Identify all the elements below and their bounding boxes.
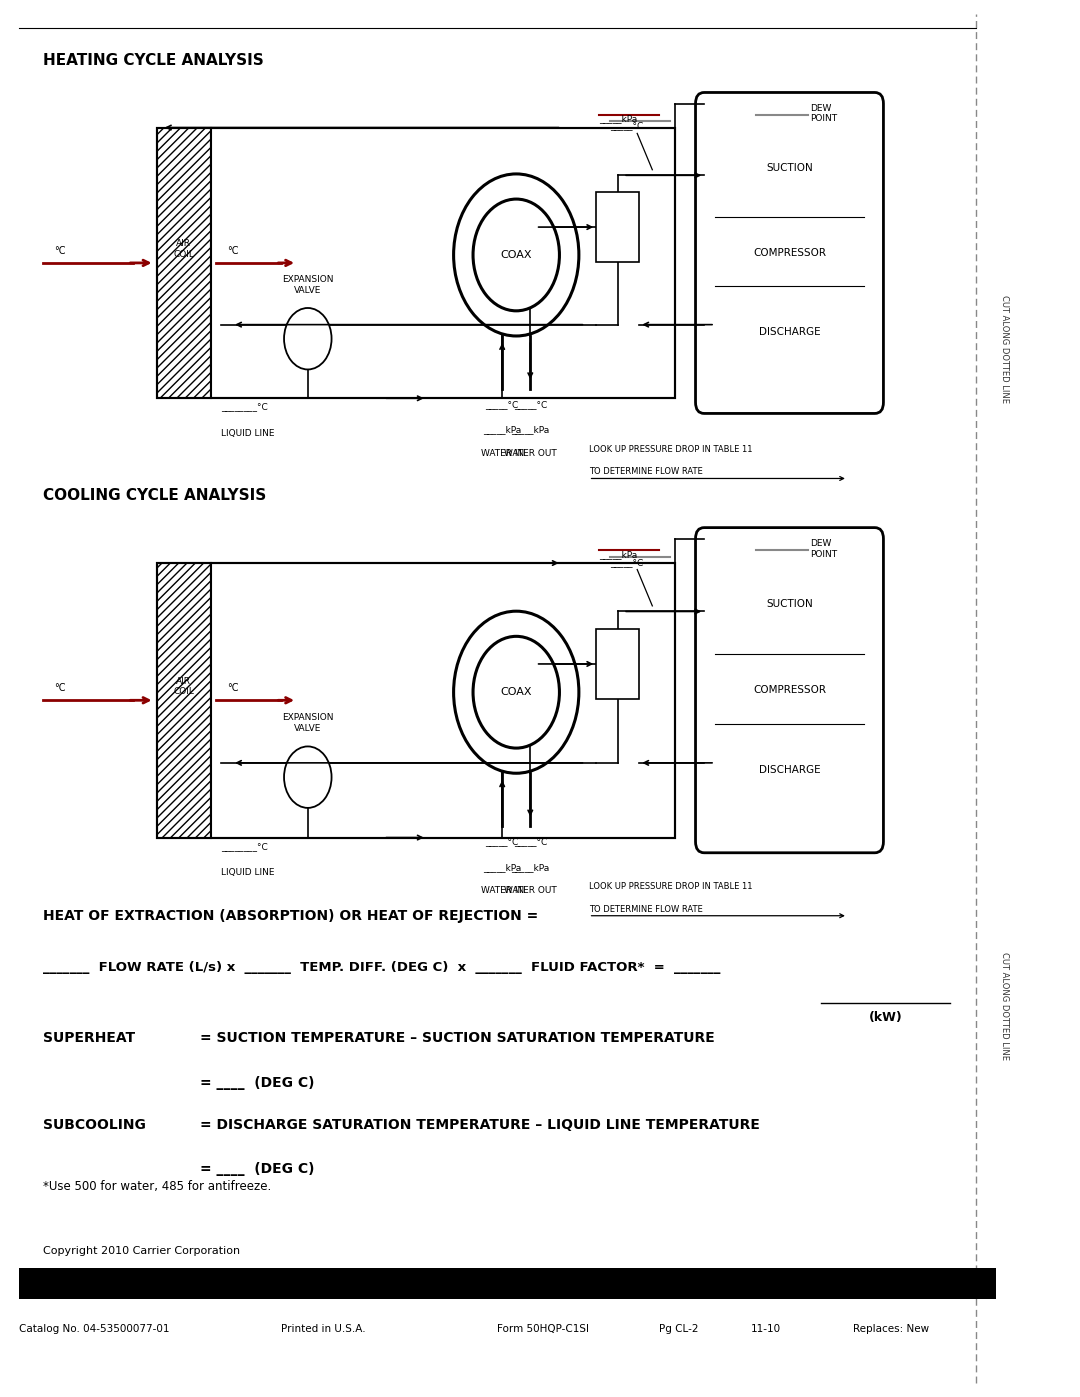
Bar xyxy=(211,563,675,838)
Text: DEW
POINT: DEW POINT xyxy=(810,539,837,559)
Text: _____kPa: _____kPa xyxy=(511,426,550,434)
Text: TO DETERMINE FLOW RATE: TO DETERMINE FLOW RATE xyxy=(589,905,702,914)
Circle shape xyxy=(284,307,332,369)
FancyBboxPatch shape xyxy=(696,92,883,414)
Bar xyxy=(157,563,675,838)
Text: _____kPa: _____kPa xyxy=(511,863,550,872)
Text: Copyright 2010 Carrier Corporation: Copyright 2010 Carrier Corporation xyxy=(43,1246,241,1256)
Text: AIR
COIL: AIR COIL xyxy=(173,676,194,696)
Bar xyxy=(157,127,675,398)
Text: Replaces: New: Replaces: New xyxy=(853,1324,929,1334)
Text: SUPERHEAT: SUPERHEAT xyxy=(43,1031,135,1045)
Text: WATER IN: WATER IN xyxy=(481,450,524,458)
Text: TO DETERMINE FLOW RATE: TO DETERMINE FLOW RATE xyxy=(589,468,702,476)
Text: _______  FLOW RATE (L/s) x  _______  TEMP. DIFF. (DEG C)  x  _______  FLUID FACT: _______ FLOW RATE (L/s) x _______ TEMP. … xyxy=(43,961,720,974)
Text: = DISCHARGE SATURATION TEMPERATURE – LIQUID LINE TEMPERATURE: = DISCHARGE SATURATION TEMPERATURE – LIQ… xyxy=(200,1118,759,1132)
Text: LIQUID LINE: LIQUID LINE xyxy=(221,429,275,439)
Text: _____°C: _____°C xyxy=(610,557,644,567)
Text: COAX: COAX xyxy=(500,687,532,697)
Text: °C: °C xyxy=(54,683,66,693)
Bar xyxy=(596,193,639,263)
Bar xyxy=(157,563,211,838)
Text: CUT ALONG DOTTED LINE: CUT ALONG DOTTED LINE xyxy=(1000,951,1009,1060)
Text: Printed in U.S.A.: Printed in U.S.A. xyxy=(281,1324,365,1334)
Text: COMPRESSOR: COMPRESSOR xyxy=(753,685,826,696)
Text: EXPANSION
VALVE: EXPANSION VALVE xyxy=(282,275,334,295)
Text: °C: °C xyxy=(227,246,239,256)
Text: EXPANSION
VALVE: EXPANSION VALVE xyxy=(282,714,334,733)
Circle shape xyxy=(454,612,579,774)
Text: COOLING CYCLE ANALYSIS: COOLING CYCLE ANALYSIS xyxy=(43,488,267,503)
Text: LIQUID LINE: LIQUID LINE xyxy=(221,869,275,877)
Text: _____°C: _____°C xyxy=(514,838,546,847)
Text: Pg CL-2: Pg CL-2 xyxy=(659,1324,699,1334)
Text: SUCTION: SUCTION xyxy=(766,163,813,173)
Text: _____°C: _____°C xyxy=(610,122,644,130)
Text: HEAT OF EXTRACTION (ABSORPTION) OR HEAT OF REJECTION =: HEAT OF EXTRACTION (ABSORPTION) OR HEAT … xyxy=(43,909,539,923)
Text: Manufacturer reserves the right to discontinue, or change at any time, specifica: Manufacturer reserves the right to disco… xyxy=(150,1280,848,1288)
Text: WATER IN: WATER IN xyxy=(481,887,524,895)
Circle shape xyxy=(473,637,559,749)
Text: _____°C: _____°C xyxy=(486,838,518,847)
Circle shape xyxy=(473,200,559,312)
Text: CUT ALONG DOTTED LINE: CUT ALONG DOTTED LINE xyxy=(1000,295,1009,404)
Bar xyxy=(19,1268,996,1299)
Text: HEATING CYCLE ANALYSIS: HEATING CYCLE ANALYSIS xyxy=(43,53,264,68)
Text: DISCHARGE: DISCHARGE xyxy=(758,764,821,775)
Text: _____kPa: _____kPa xyxy=(483,863,522,872)
Text: Catalog No. 04-53500077-01: Catalog No. 04-53500077-01 xyxy=(19,1324,170,1334)
Text: WATER OUT: WATER OUT xyxy=(504,450,556,458)
Text: ________°C: ________°C xyxy=(221,402,268,412)
FancyBboxPatch shape xyxy=(696,528,883,852)
Text: Form 50HQP-C1SI: Form 50HQP-C1SI xyxy=(497,1324,589,1334)
Text: SUBCOOLING: SUBCOOLING xyxy=(43,1118,146,1132)
Text: DISCHARGE: DISCHARGE xyxy=(758,327,821,337)
Text: AIR
COIL: AIR COIL xyxy=(173,239,194,258)
Text: _____°C: _____°C xyxy=(486,401,518,409)
Circle shape xyxy=(454,175,579,337)
Circle shape xyxy=(284,746,332,807)
Bar xyxy=(596,629,639,698)
Text: = ____  (DEG C): = ____ (DEG C) xyxy=(200,1162,314,1176)
Text: °C: °C xyxy=(54,246,66,256)
Text: COAX: COAX xyxy=(500,250,532,260)
Text: (kW): (kW) xyxy=(868,1011,903,1024)
Text: = SUCTION TEMPERATURE – SUCTION SATURATION TEMPERATURE: = SUCTION TEMPERATURE – SUCTION SATURATI… xyxy=(200,1031,715,1045)
Bar xyxy=(211,127,675,398)
Text: _____°C: _____°C xyxy=(514,401,546,409)
Text: ________°C: ________°C xyxy=(221,842,268,851)
Text: WATER OUT: WATER OUT xyxy=(504,887,556,895)
Bar xyxy=(157,127,211,398)
Text: _____kPa: _____kPa xyxy=(599,550,637,559)
Text: 11-10: 11-10 xyxy=(751,1324,781,1334)
Text: _____kPa: _____kPa xyxy=(599,115,637,123)
Text: COMPRESSOR: COMPRESSOR xyxy=(753,247,826,258)
Text: LOOK UP PRESSURE DROP IN TABLE 11: LOOK UP PRESSURE DROP IN TABLE 11 xyxy=(589,446,752,454)
Text: = ____  (DEG C): = ____ (DEG C) xyxy=(200,1076,314,1090)
Text: °C: °C xyxy=(227,683,239,693)
Text: _____kPa: _____kPa xyxy=(483,426,522,434)
Text: DEW
POINT: DEW POINT xyxy=(810,103,837,123)
Text: LOOK UP PRESSURE DROP IN TABLE 11: LOOK UP PRESSURE DROP IN TABLE 11 xyxy=(589,883,752,891)
Text: SUCTION: SUCTION xyxy=(766,599,813,609)
Text: *Use 500 for water, 485 for antifreeze.: *Use 500 for water, 485 for antifreeze. xyxy=(43,1180,271,1193)
